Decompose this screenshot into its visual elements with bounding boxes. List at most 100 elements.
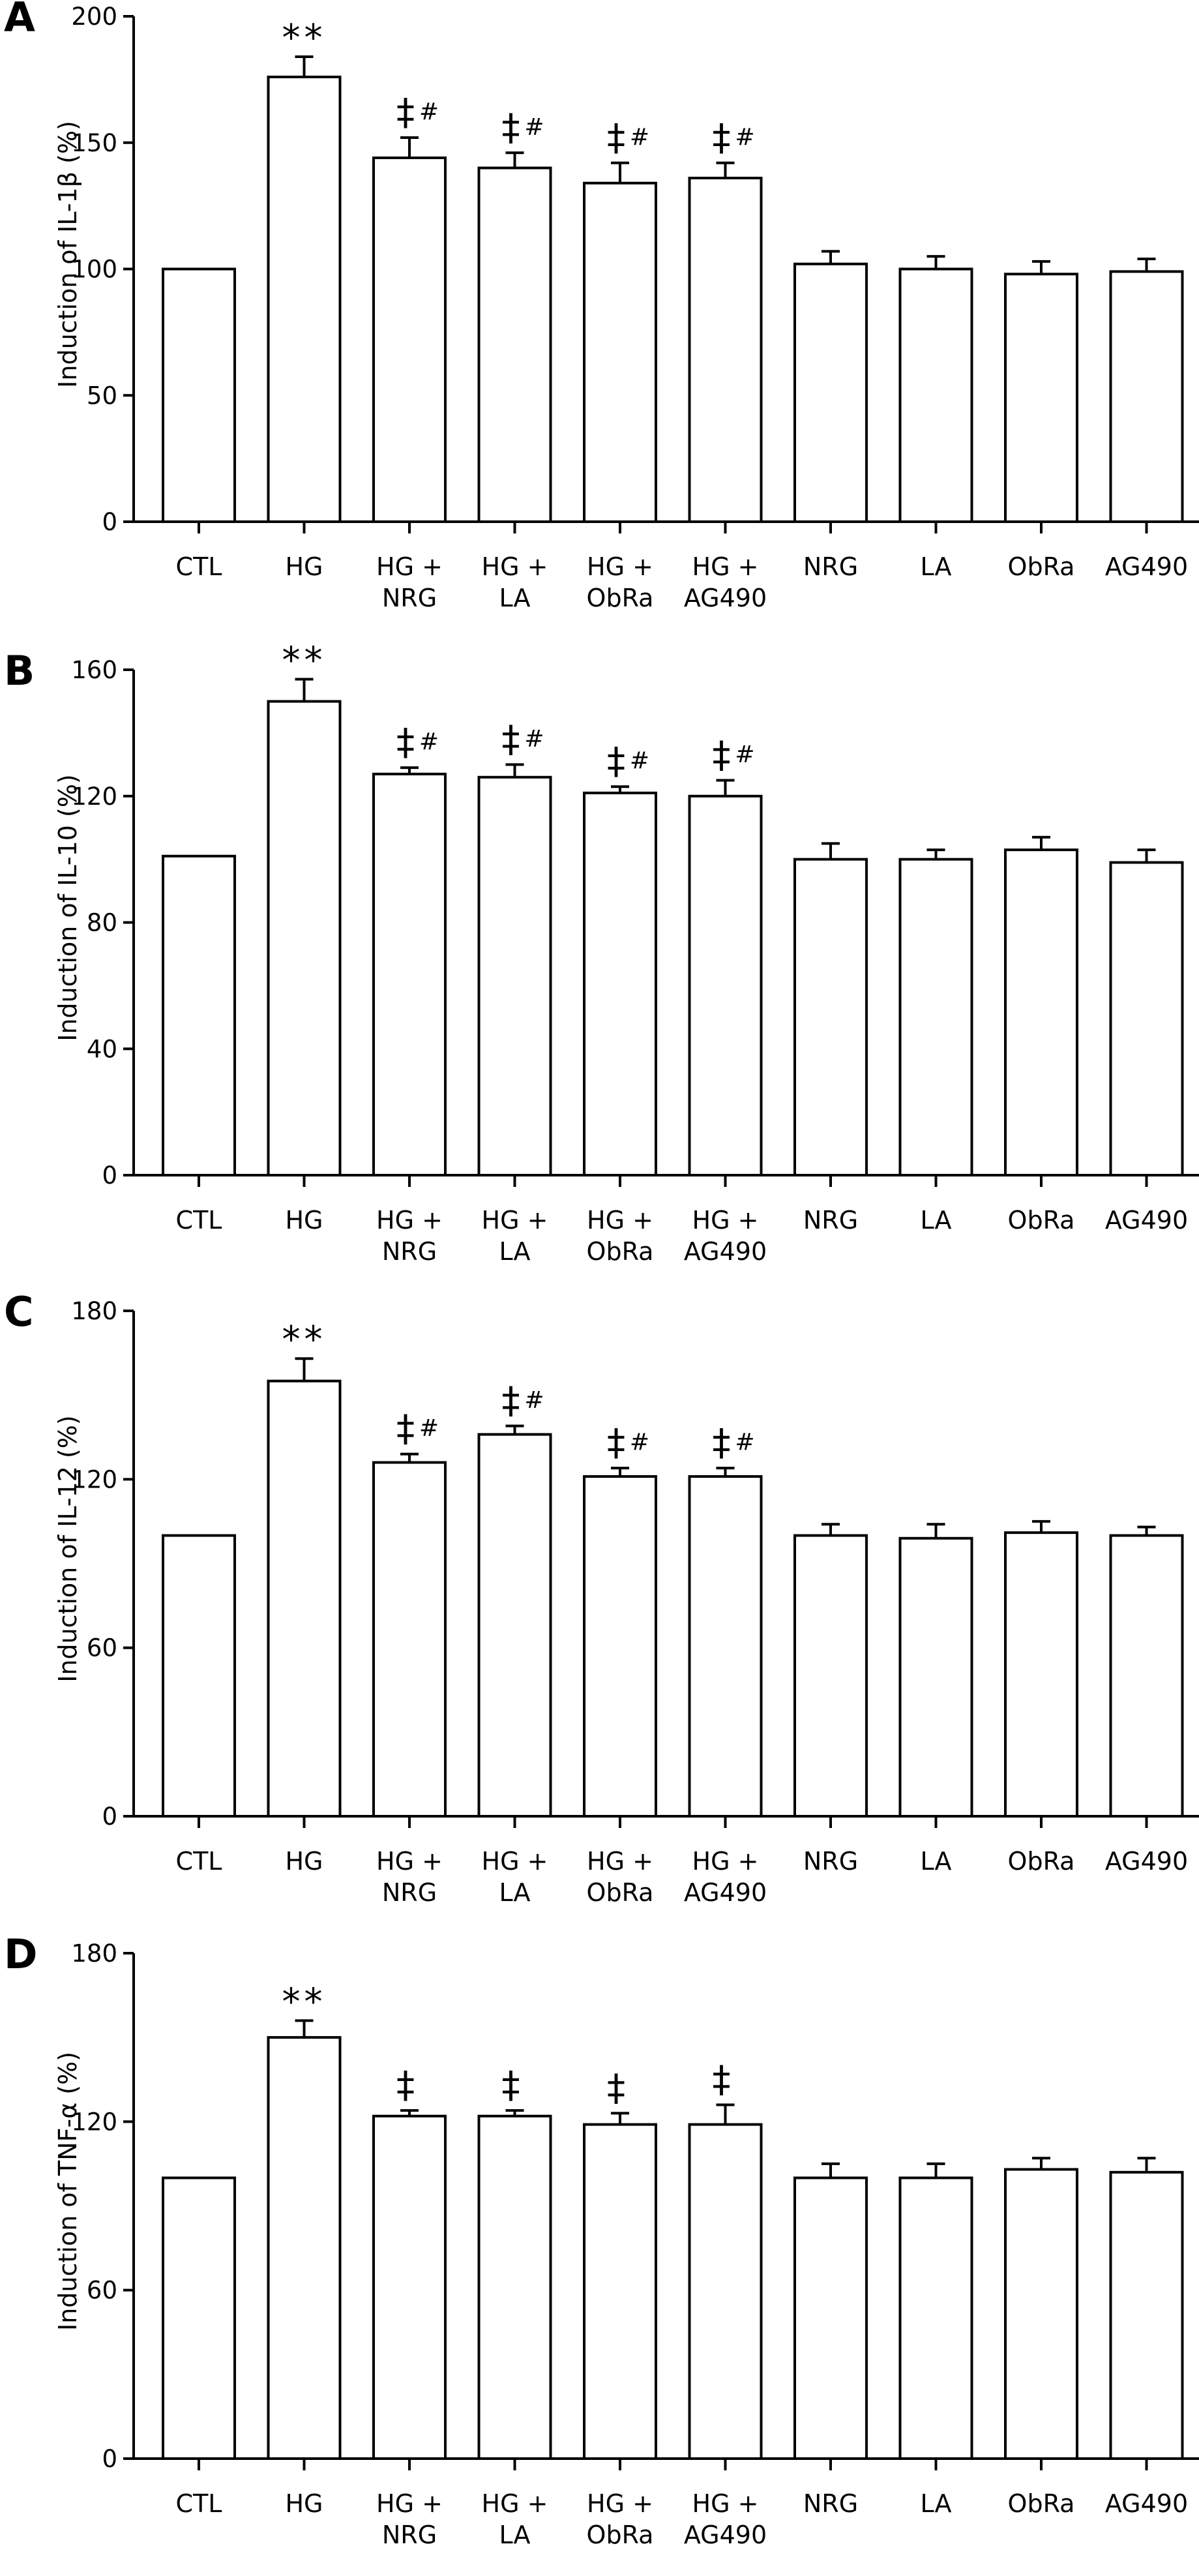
y-tick-label: 50 [87, 382, 117, 410]
x-tick-label: LA [920, 1847, 951, 1876]
bar [688, 794, 763, 1175]
x-tick-label: HG + [587, 1206, 653, 1235]
bar [898, 2176, 973, 2459]
bar [477, 2114, 552, 2459]
x-tick-label: NRG [803, 1206, 858, 1235]
significance-marker: ‡ [396, 721, 415, 764]
significance-marker: ‡ [713, 2059, 731, 2101]
y-tick-label: 80 [87, 909, 117, 937]
significance-marker: ‡ [502, 2064, 520, 2106]
x-tick-label: HG + [482, 1847, 548, 1876]
x-tick-label: NRG [382, 1237, 437, 1266]
y-tick-label: 150 [71, 129, 117, 157]
x-tick-label: CTL [176, 1847, 222, 1876]
x-tick-label: NRG [803, 552, 858, 581]
significance-marker: # [735, 1429, 754, 1456]
x-tick-label: LA [920, 552, 951, 581]
significance-marker: ** [282, 17, 327, 59]
x-tick-label: HG + [692, 2489, 759, 2518]
chart-panel-c: C Induction of IL-12 (%) 0 60 120 180 CTL HG *… [0, 1288, 1199, 1934]
x-tick-label: AG490 [1105, 1847, 1188, 1876]
significance-marker: # [630, 124, 649, 151]
x-tick-label: LA [920, 2489, 951, 2518]
significance-marker: # [419, 98, 439, 125]
bar [1004, 273, 1078, 522]
bar [477, 1433, 552, 1816]
bar [583, 791, 657, 1175]
x-tick-label: ObRa [587, 584, 654, 612]
significance-marker: # [524, 1387, 544, 1414]
x-tick-label: CTL [176, 2489, 222, 2518]
x-tick-label: CTL [176, 552, 222, 581]
x-tick-label: HG + [587, 2489, 653, 2518]
bar [898, 267, 973, 522]
bar [793, 2176, 868, 2459]
y-tick-label: 0 [102, 2445, 117, 2473]
y-tick-label: 120 [71, 2108, 117, 2136]
significance-marker: ** [282, 640, 327, 682]
significance-marker: ‡ [396, 91, 415, 134]
significance-marker: ‡ [607, 2067, 625, 2109]
bar [1109, 2170, 1184, 2459]
significance-marker: ‡ [713, 117, 731, 159]
x-tick-label: HG + [692, 1206, 759, 1235]
x-tick-label: HG [285, 1847, 323, 1876]
x-tick-label: NRG [803, 1847, 858, 1876]
significance-marker: ‡ [607, 740, 625, 783]
y-tick-label: 0 [102, 1803, 117, 1831]
x-tick-label: NRG [382, 1878, 437, 1907]
y-tick-label: 180 [71, 1939, 117, 1968]
x-tick-label: HG + [587, 1847, 653, 1876]
significance-marker: ** [282, 1981, 327, 2023]
bar [162, 1534, 236, 1816]
x-tick-label: ObRa [1008, 552, 1075, 581]
x-tick-label: HG [285, 2489, 323, 2518]
significance-marker: # [630, 1429, 649, 1456]
y-tick-label: 100 [71, 256, 117, 284]
bar-chart: 0 60 120 180 CTL HG ** HG + NRG ‡ HG + LA ‡ HG + ObRa ‡… [71, 1939, 1199, 2549]
x-tick-label: HG + [376, 1206, 443, 1235]
x-tick-label: HG + [376, 552, 443, 581]
panel-label: B [4, 647, 35, 695]
x-tick-label: HG + [482, 1206, 548, 1235]
y-tick-label: 0 [102, 1161, 117, 1190]
bar [1004, 848, 1078, 1175]
x-tick-label: AG490 [1105, 1206, 1188, 1235]
bar [793, 858, 868, 1175]
x-tick-label: ObRa [587, 1237, 654, 1266]
bar [1109, 270, 1184, 522]
x-tick-label: ObRa [587, 1878, 654, 1907]
bar [372, 2114, 447, 2459]
bar [1109, 861, 1184, 1175]
x-tick-label: AG490 [684, 2521, 767, 2549]
chart-panel-a: A Induction of IL-1β (%) 0 50 100 150 200 CTL… [0, 0, 1199, 639]
y-tick-label: 160 [71, 656, 117, 684]
x-tick-label: HG + [692, 552, 759, 581]
y-tick-label: 60 [87, 1634, 117, 1662]
x-tick-label: HG + [376, 2489, 443, 2518]
bar [477, 166, 552, 522]
y-tick-label: 180 [71, 1297, 117, 1325]
x-tick-label: LA [499, 1237, 530, 1266]
x-tick-label: HG [285, 552, 323, 581]
bar [793, 262, 868, 522]
bar [267, 2036, 342, 2459]
significance-marker: ‡ [607, 1422, 625, 1464]
x-tick-label: ObRa [1008, 2489, 1075, 2518]
bar [477, 775, 552, 1175]
x-tick-label: LA [499, 584, 530, 612]
chart-panel-b: B Induction of IL-10 (%) 0 40 80 120 160 CTL H… [0, 640, 1199, 1293]
bar [267, 76, 342, 522]
bar [583, 181, 657, 522]
x-tick-label: AG490 [684, 584, 767, 612]
bar [162, 2176, 236, 2459]
bar [793, 1534, 868, 1816]
x-tick-label: HG + [376, 1847, 443, 1876]
x-tick-label: HG + [482, 2489, 548, 2518]
x-tick-label: CTL [176, 1206, 222, 1235]
bar [583, 2123, 657, 2459]
x-tick-label: LA [499, 2521, 530, 2549]
significance-marker: # [419, 728, 439, 755]
